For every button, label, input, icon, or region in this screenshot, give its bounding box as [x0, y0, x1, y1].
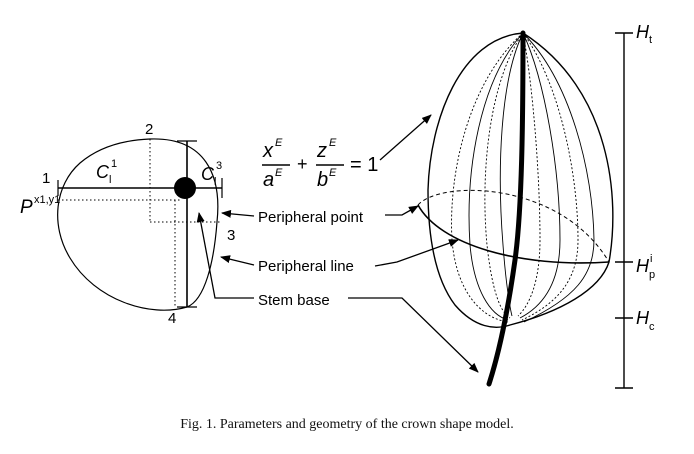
equation-arrow: [379, 114, 432, 161]
svg-text:H: H: [636, 22, 650, 42]
svg-text:= 1: = 1: [350, 154, 378, 176]
svg-text:E: E: [329, 167, 337, 179]
height-axis: [615, 32, 633, 389]
svg-text:a: a: [263, 169, 274, 191]
svg-text:E: E: [275, 167, 283, 179]
svg-text:t: t: [649, 34, 652, 46]
hp-label: H p i: [636, 253, 655, 281]
svg-text:l: l: [109, 174, 111, 186]
figure-caption: Fig. 1. Parameters and geometry of the c…: [180, 417, 514, 432]
peripheral-point-arrow-right: [385, 205, 419, 216]
peripheral-line-label: Peripheral line: [258, 258, 354, 275]
svg-text:x1,y1: x1,y1: [34, 194, 60, 206]
point-2-label: 2: [145, 121, 153, 138]
svg-text:p: p: [649, 269, 655, 281]
c1-label: C l 1: [96, 158, 117, 186]
svg-text:b: b: [317, 169, 328, 191]
stem-base-label: Stem base: [258, 292, 330, 309]
svg-text:H: H: [636, 256, 650, 276]
crown-silhouette: [427, 32, 614, 328]
crown-projection: 1 2 3 4 C l 1 C l 3 P x1,y1: [20, 121, 235, 327]
stem: [486, 30, 526, 387]
c3-label: C l 3: [201, 160, 222, 188]
svg-text:H: H: [636, 308, 650, 328]
point-4-label: 4: [168, 310, 176, 327]
point-3-label: 3: [227, 227, 235, 244]
stem-base-arrow-left: [196, 212, 254, 299]
svg-text:E: E: [275, 137, 283, 149]
peripheral-line-arrow-left: [220, 255, 255, 266]
svg-text:P: P: [20, 197, 33, 218]
peripheral-line-back: [417, 189, 610, 263]
peripheral-point-arrow-left: [221, 209, 255, 218]
arrows: [196, 114, 479, 373]
svg-text:x: x: [262, 140, 274, 162]
p-label: P x1,y1: [20, 194, 60, 218]
svg-text:C: C: [96, 162, 110, 182]
point-1-label: 1: [42, 170, 50, 187]
crown-3d: [417, 30, 614, 387]
peripheral-point-label: Peripheral point: [258, 209, 364, 226]
ht-label: H t: [636, 22, 652, 46]
svg-text:C: C: [201, 164, 215, 184]
stem-base-dot: [174, 177, 196, 199]
svg-text:1: 1: [111, 158, 117, 170]
svg-text:3: 3: [216, 160, 222, 172]
peripheral-line-front: [417, 204, 610, 264]
svg-text:+: +: [297, 154, 308, 174]
svg-text:c: c: [649, 321, 655, 333]
svg-text:E: E: [329, 137, 337, 149]
svg-text:i: i: [650, 253, 652, 265]
svg-text:z: z: [316, 140, 327, 162]
ellipse-equation: x E a E + z E b E = 1: [262, 137, 378, 191]
stem-base-arrow-right: [348, 297, 479, 373]
peripheral-line-arrow-right: [374, 239, 459, 267]
svg-text:l: l: [214, 176, 216, 188]
crown-outline: [57, 138, 219, 311]
hc-label: H c: [636, 308, 655, 333]
